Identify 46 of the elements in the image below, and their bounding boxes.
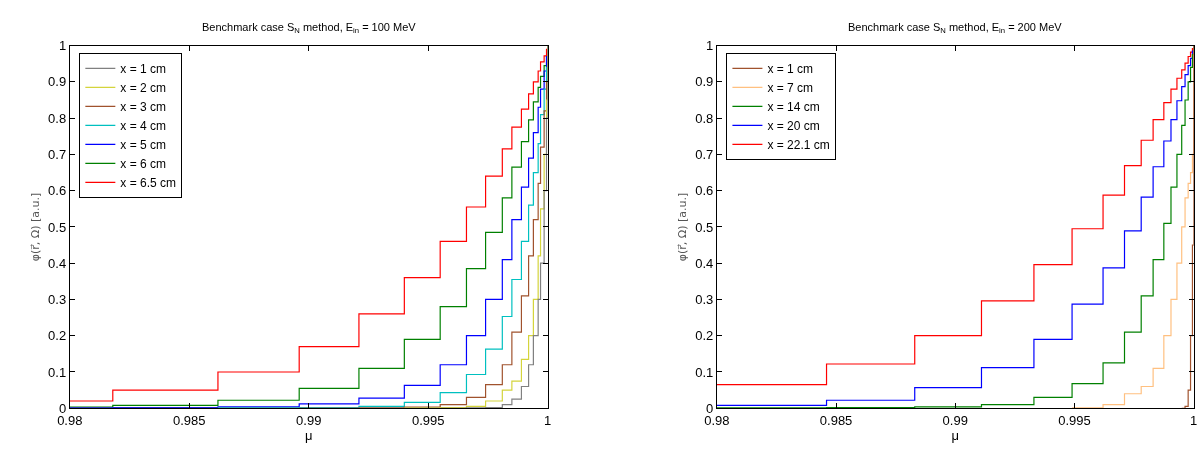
y-tick-label: 0.1 [695, 364, 714, 380]
legend-label: x = 22.1 cm [767, 138, 830, 153]
y-tick-label: 0.9 [695, 74, 714, 90]
x-tick-label: 0.99 [296, 412, 322, 428]
y-tick-label: 0.6 [695, 183, 714, 199]
legend-label: x = 1 cm [767, 62, 814, 77]
y-tick-label: 0.4 [48, 255, 67, 271]
y-tick-label: 0.2 [48, 328, 67, 344]
legend-label: x = 7 cm [767, 81, 814, 96]
legend-label: x = 1 cm [120, 62, 167, 77]
legend-label: x = 14 cm [767, 100, 820, 115]
y-tick-label: 0.4 [695, 255, 714, 271]
y-tick-label: 0.3 [48, 292, 67, 308]
x-axis-title: μ [951, 427, 960, 443]
y-tick-label: 0.2 [695, 328, 714, 344]
y-tick-label: 0.8 [695, 110, 714, 126]
legend-label: x = 2 cm [120, 81, 167, 96]
y-tick-label: 0.5 [695, 219, 714, 235]
legend-label: x = 6.5 cm [120, 176, 177, 191]
y-tick-label: 1 [58, 38, 67, 54]
y-axis-title: φ(r⃗, Ω) [a.u.] [28, 192, 42, 262]
y-tick-label: 0.1 [48, 364, 67, 380]
legend-label: x = 6 cm [120, 157, 167, 172]
y-tick-label: 1 [706, 38, 714, 54]
y-tick-label: 0.6 [48, 183, 67, 199]
chart-title: Benchmark case S$_{N}$ method, E$_{in}$ = 100 MeV [202, 21, 417, 36]
x-tick-label: 1 [1190, 412, 1198, 428]
x-tick-label: 0.995 [1058, 412, 1091, 428]
legend-label: x = 20 cm [767, 119, 820, 134]
x-tick-label: 0.99 [942, 412, 968, 428]
legend-label: x = 4 cm [120, 119, 167, 134]
x-tick-label: 0.985 [172, 412, 206, 428]
y-axis-title: φ(r⃗, Ω) [a.u.] [675, 192, 689, 262]
y-tick-label: 0.7 [48, 146, 67, 162]
x-tick-label: 0.985 [819, 412, 853, 428]
y-tick-label: 0.3 [695, 292, 714, 308]
y-tick-label: 0.8 [48, 110, 67, 126]
y-tick-label: 0.9 [48, 74, 67, 90]
x-tick-label: 1 [544, 412, 552, 428]
legend-label: x = 3 cm [120, 100, 167, 115]
y-tick-label: 0.5 [48, 219, 67, 235]
y-tick-label: 0.7 [695, 146, 714, 162]
x-axis-title: μ [305, 427, 313, 443]
x-tick-label: 0.995 [411, 412, 445, 428]
legend-label: x = 5 cm [120, 138, 167, 153]
chart-title: Benchmark case S$_{N}$ method, E$_{in}$ = 200 MeV [848, 21, 1063, 36]
